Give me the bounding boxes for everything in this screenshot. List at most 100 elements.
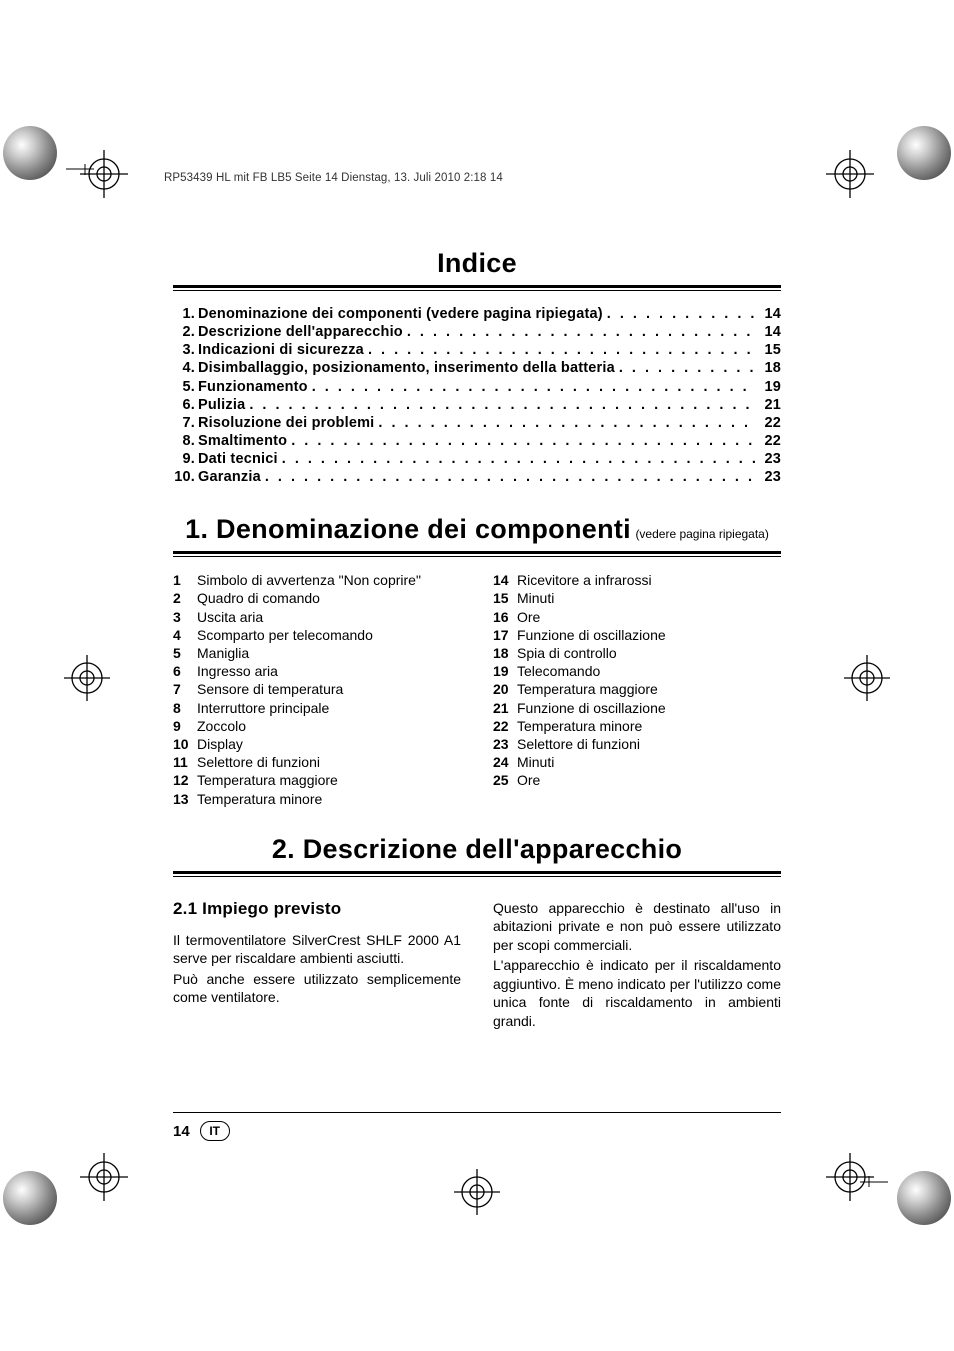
- component-num: 17: [493, 626, 517, 644]
- toc-rule-thin: [173, 290, 781, 291]
- page-number: 14: [173, 1123, 190, 1140]
- toc-row: 3. Indicazioni di sicurezza . . . . . . …: [173, 341, 781, 359]
- component-label: Display: [197, 735, 461, 753]
- section2-left-text: Il termoventilatore SilverCrest SHLF 200…: [173, 931, 461, 1007]
- component-num: 11: [173, 753, 197, 771]
- component-num: 5: [173, 644, 197, 662]
- component-num: 6: [173, 662, 197, 680]
- component-label: Temperatura maggiore: [197, 771, 461, 789]
- toc-num: 8.: [173, 432, 195, 450]
- component-num: 18: [493, 644, 517, 662]
- toc-page: 18: [755, 359, 781, 377]
- component-label: Simbolo di avvertenza "Non coprire": [197, 571, 461, 589]
- component-num: 10: [173, 735, 197, 753]
- component-label: Funzione di oscillazione: [517, 626, 781, 644]
- component-num: 20: [493, 680, 517, 698]
- toc-row: 6. Pulizia . . . . . . . . . . . . . . .…: [173, 396, 781, 414]
- section2-left-p2: Può anche essere utilizzato semplicement…: [173, 970, 461, 1007]
- toc-page: 23: [755, 468, 781, 486]
- component-num: 21: [493, 699, 517, 717]
- component-label: Minuti: [517, 589, 781, 607]
- component-row: 19Telecomando: [493, 662, 781, 680]
- component-row: 17Funzione di oscillazione: [493, 626, 781, 644]
- toc-label: Risoluzione dei problemi: [195, 414, 374, 432]
- section2-right-text: Questo apparecchio è destinato all'uso i…: [493, 899, 781, 1030]
- component-num: 3: [173, 608, 197, 626]
- toc-row: 7. Risoluzione dei problemi . . . . . . …: [173, 414, 781, 432]
- component-row: 3Uscita aria: [173, 608, 461, 626]
- component-row: 6Ingresso aria: [173, 662, 461, 680]
- component-num: 1: [173, 571, 197, 589]
- toc-row: 4. Disimballaggio, posizionamento, inser…: [173, 359, 781, 377]
- toc-row: 8. Smaltimento . . . . . . . . . . . . .…: [173, 432, 781, 450]
- section2-rule-thin: [173, 876, 781, 877]
- component-row: 11Selettore di funzioni: [173, 753, 461, 771]
- toc-label: Disimballaggio, posizionamento, inserime…: [195, 359, 615, 377]
- component-row: 23Selettore di funzioni: [493, 735, 781, 753]
- toc-page: 14: [755, 323, 781, 341]
- section2-right-col: Questo apparecchio è destinato all'uso i…: [493, 899, 781, 1032]
- toc-label: Dati tecnici: [195, 450, 278, 468]
- toc-page: 22: [755, 432, 781, 450]
- toc-dots: . . . . . . . . . . . . . . . . . . . . …: [603, 305, 755, 323]
- component-row: 20Temperatura maggiore: [493, 680, 781, 698]
- component-label: Selettore di funzioni: [197, 753, 461, 771]
- section2-title-wrap: 2. Descrizione dell'apparecchio: [173, 834, 781, 865]
- toc-dots: . . . . . . . . . . . . . . . . . . . . …: [308, 378, 755, 396]
- section2-left-p1: Il termoventilatore SilverCrest SHLF 200…: [173, 931, 461, 968]
- toc-dots: . . . . . . . . . . . . . . . . . . . . …: [403, 323, 755, 341]
- section2-right-p2: L'apparecchio è indicato per il riscalda…: [493, 956, 781, 1030]
- toc-num: 6.: [173, 396, 195, 414]
- component-row: 4Scomparto per telecomando: [173, 626, 461, 644]
- toc-dots: . . . . . . . . . . . . . . . . . . . . …: [261, 468, 755, 486]
- component-num: 19: [493, 662, 517, 680]
- toc-row: 9. Dati tecnici . . . . . . . . . . . . …: [173, 450, 781, 468]
- component-num: 12: [173, 771, 197, 789]
- component-label: Ingresso aria: [197, 662, 461, 680]
- component-row: 5Maniglia: [173, 644, 461, 662]
- component-label: Uscita aria: [197, 608, 461, 626]
- component-num: 23: [493, 735, 517, 753]
- toc-page: 23: [755, 450, 781, 468]
- section2-right-p1: Questo apparecchio è destinato all'uso i…: [493, 899, 781, 954]
- section1-sub: (vedere pagina ripiegata): [635, 527, 768, 541]
- toc-num: 5.: [173, 378, 195, 396]
- component-row: 21Funzione di oscillazione: [493, 699, 781, 717]
- component-label: Temperatura minore: [197, 790, 461, 808]
- toc-label: Pulizia: [195, 396, 245, 414]
- regmark-br: [822, 1111, 932, 1221]
- component-num: 13: [173, 790, 197, 808]
- component-label: Zoccolo: [197, 717, 461, 735]
- section2-body: 2.1 Impiego previsto Il termoventilatore…: [173, 899, 781, 1032]
- toc-num: 3.: [173, 341, 195, 359]
- regmark-tl: [22, 130, 132, 240]
- toc-dots: . . . . . . . . . . . . . . . . . . . . …: [245, 396, 755, 414]
- component-num: 4: [173, 626, 197, 644]
- toc-num: 9.: [173, 450, 195, 468]
- toc-dots: . . . . . . . . . . . . . . . . . . . . …: [364, 341, 755, 359]
- component-row: 18Spia di controllo: [493, 644, 781, 662]
- toc-row: 2. Descrizione dell'apparecchio . . . . …: [173, 323, 781, 341]
- component-label: Quadro di comando: [197, 589, 461, 607]
- component-label: Ricevitore a infrarossi: [517, 571, 781, 589]
- toc-label: Descrizione dell'apparecchio: [195, 323, 403, 341]
- component-label: Maniglia: [197, 644, 461, 662]
- toc-list: 1. Denominazione dei componenti (vedere …: [173, 305, 781, 486]
- component-row: 12Temperatura maggiore: [173, 771, 461, 789]
- component-label: Temperatura minore: [517, 717, 781, 735]
- component-num: 14: [493, 571, 517, 589]
- component-label: Funzione di oscillazione: [517, 699, 781, 717]
- section2-rule-thick: [173, 871, 781, 874]
- toc-num: 10.: [173, 468, 195, 486]
- toc-page: 15: [755, 341, 781, 359]
- header-meta: RP53439 HL mit FB LB5 Seite 14 Dienstag,…: [164, 172, 503, 184]
- component-num: 24: [493, 753, 517, 771]
- regmark-left: [62, 653, 112, 703]
- component-label: Spia di controllo: [517, 644, 781, 662]
- section1-title: 1. Denominazione dei componenti: [185, 514, 631, 544]
- component-row: 2Quadro di comando: [173, 589, 461, 607]
- toc-row: 10. Garanzia . . . . . . . . . . . . . .…: [173, 468, 781, 486]
- toc-rule-thick: [173, 285, 781, 288]
- component-num: 16: [493, 608, 517, 626]
- component-num: 7: [173, 680, 197, 698]
